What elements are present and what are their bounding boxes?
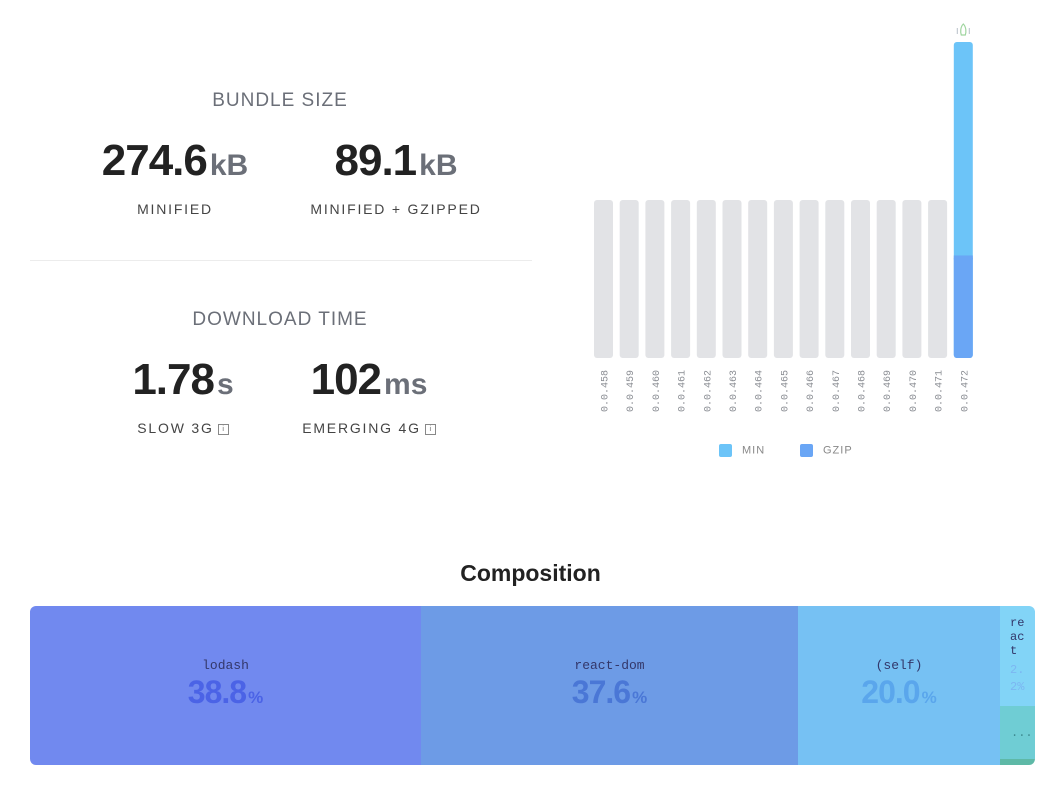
legend-min-swatch bbox=[719, 444, 732, 457]
bar-placeholder[interactable] bbox=[928, 200, 948, 358]
info-icon[interactable]: i bbox=[424, 423, 436, 435]
tile-percent: 2.2% bbox=[1010, 663, 1025, 694]
tile-percent-sign: % bbox=[248, 688, 264, 707]
version-label: 0.0.459 bbox=[626, 370, 637, 412]
version-label: 0.0.460 bbox=[652, 370, 663, 412]
slow3g-label: SLOW 3G bbox=[137, 420, 214, 436]
minified-stat: 274.6 kB MINIFIED bbox=[55, 136, 295, 218]
composition-treemap: lodash 38.8% react-dom 37.6% (self) 20.0… bbox=[30, 606, 1035, 765]
bar-placeholder[interactable] bbox=[671, 200, 691, 358]
bar-gzip-join bbox=[953, 255, 973, 260]
version-label: 0.0.458 bbox=[601, 370, 612, 412]
slow3g-stat: 1.78 s SLOW 3G i bbox=[63, 355, 303, 437]
tile-name: react-dom bbox=[574, 658, 645, 673]
tile-other-2[interactable]: ... bbox=[1000, 759, 1035, 765]
gzipped-unit: kB bbox=[419, 149, 458, 182]
bar-placeholder[interactable] bbox=[722, 200, 742, 358]
version-label: 0.0.465 bbox=[780, 370, 791, 412]
tile-percent-sign: % bbox=[632, 688, 648, 707]
bar-placeholder[interactable] bbox=[876, 200, 896, 358]
version-label: 0.0.471 bbox=[935, 370, 946, 412]
tile-label: ... bbox=[1011, 726, 1033, 740]
version-label: 0.0.462 bbox=[703, 370, 714, 412]
bar-gzip[interactable] bbox=[953, 255, 973, 358]
bar-placeholder[interactable] bbox=[594, 200, 613, 358]
tile-percent-sign: % bbox=[921, 688, 937, 707]
legend-gzip-label: GZIP bbox=[823, 444, 853, 457]
gzipped-label: MINIFIED + GZIPPED bbox=[310, 201, 482, 217]
tile-name: lodash bbox=[202, 658, 249, 673]
legend-min-label: MIN bbox=[742, 444, 766, 457]
version-label: 0.0.467 bbox=[832, 370, 843, 412]
bar-placeholder[interactable] bbox=[851, 200, 870, 358]
bundle-size-title: BUNDLE SIZE bbox=[212, 90, 348, 111]
bar-placeholder[interactable] bbox=[799, 200, 819, 358]
version-label: 0.0.466 bbox=[806, 370, 817, 412]
tile-percent: 20.0 bbox=[861, 674, 920, 710]
info-icon[interactable]: i bbox=[217, 423, 229, 435]
legend-gzip: GZIP bbox=[800, 444, 853, 457]
bar-placeholder[interactable] bbox=[825, 200, 845, 358]
emerging4g-value: 102 bbox=[310, 355, 382, 404]
bar-placeholder[interactable] bbox=[619, 200, 639, 358]
version-label: 0.0.468 bbox=[858, 370, 869, 412]
emerging4g-label: EMERGING 4G bbox=[302, 420, 421, 436]
bar-placeholder[interactable] bbox=[748, 200, 768, 358]
minified-unit: kB bbox=[209, 149, 249, 182]
tile-self[interactable]: (self) 20.0% bbox=[798, 606, 1000, 765]
tile-name: react bbox=[1010, 616, 1025, 658]
emerging4g-unit: ms bbox=[384, 368, 428, 401]
tile-other-1[interactable]: ... bbox=[1000, 706, 1035, 759]
tile-percent: 37.6 bbox=[571, 674, 631, 710]
version-label: 0.0.464 bbox=[755, 370, 766, 412]
minified-label: MINIFIED bbox=[137, 201, 213, 217]
tile-label: ... bbox=[1011, 759, 1033, 765]
rocket-trail-icon bbox=[956, 28, 970, 34]
bar-placeholder[interactable] bbox=[773, 200, 793, 358]
version-label: 0.0.470 bbox=[909, 370, 920, 412]
tile-name: (self) bbox=[875, 658, 923, 673]
version-label: 0.0.469 bbox=[883, 370, 894, 412]
gzipped-stat: 89.1 kB MINIFIED + GZIPPED bbox=[276, 136, 516, 218]
tile-percent: 38.8 bbox=[187, 674, 247, 710]
bar-placeholder[interactable] bbox=[645, 200, 665, 358]
slow3g-value: 1.78 bbox=[132, 355, 215, 404]
stats-divider bbox=[30, 260, 532, 261]
tile-lodash[interactable]: lodash 38.8% bbox=[30, 606, 421, 765]
download-time-title: DOWNLOAD TIME bbox=[192, 309, 368, 330]
version-label: 0.0.463 bbox=[729, 370, 740, 412]
version-size-chart: 0.0.458 0.0.459 0.0.460 0.0.461 0.0.462 0.0.4… bbox=[594, 23, 973, 412]
minified-value: 274.6 bbox=[101, 136, 208, 185]
tile-react[interactable]: react 2.2% bbox=[1000, 606, 1035, 706]
slow3g-unit: s bbox=[216, 368, 234, 401]
legend-gzip-swatch bbox=[800, 444, 813, 457]
rocket-icon bbox=[960, 23, 967, 36]
bar-placeholder[interactable] bbox=[696, 200, 716, 358]
bar-placeholder[interactable] bbox=[902, 200, 922, 358]
version-label: 0.0.472 bbox=[960, 370, 971, 412]
gzipped-value: 89.1 bbox=[334, 136, 418, 185]
emerging4g-stat: 102 ms EMERGING 4G i bbox=[249, 358, 489, 436]
legend-min: MIN bbox=[719, 444, 765, 457]
version-label: 0.0.461 bbox=[678, 370, 689, 412]
composition-title: Composition bbox=[460, 560, 601, 586]
tile-react-dom[interactable]: react-dom 37.6% bbox=[421, 606, 798, 765]
